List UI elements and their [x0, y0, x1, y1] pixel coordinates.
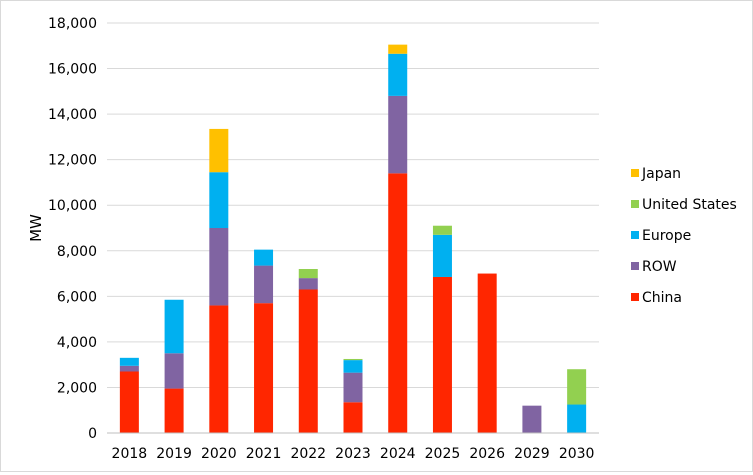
y-tick-label: 2,000 — [57, 380, 97, 396]
bar-segment-china — [388, 173, 408, 434]
bar-segment-europe — [209, 172, 229, 228]
bar-segment-europe — [343, 360, 363, 373]
gridlines — [107, 22, 599, 388]
x-tick-label: 2025 — [425, 446, 461, 462]
bar-segment-china — [298, 289, 318, 433]
bar-segment-row — [298, 278, 318, 290]
bar-segment-china — [164, 388, 184, 433]
bar-segment-row — [343, 372, 363, 403]
legend-label-china: China — [642, 290, 682, 306]
legend-label-united-states: United States — [642, 197, 737, 213]
bar-segment-row — [388, 95, 408, 174]
bar-segment-united-states — [343, 358, 363, 361]
x-tick-label: 2020 — [201, 446, 237, 462]
bar-segment-europe — [119, 357, 139, 366]
y-tick-label: 4,000 — [57, 335, 97, 351]
x-tick-label: 2022 — [290, 446, 326, 462]
legend-swatch-europe — [631, 231, 639, 239]
y-tick-label: 10,000 — [48, 198, 97, 214]
bar-segment-row — [254, 265, 274, 304]
y-axis-label: MW — [27, 214, 45, 242]
bar-segment-united-states — [432, 225, 452, 235]
legend-label-europe: Europe — [642, 228, 691, 244]
bar-segment-europe — [388, 53, 408, 96]
legend-swatch-united-states — [631, 200, 639, 208]
bar-segment-europe — [254, 249, 274, 266]
x-tick-label: 2023 — [335, 446, 371, 462]
bar-segment-china — [209, 305, 229, 433]
x-tick-label: 2019 — [156, 446, 192, 462]
legend-label-japan: Japan — [641, 166, 681, 182]
bar-segment-europe — [164, 299, 184, 354]
bars — [119, 44, 587, 434]
bar-segment-china — [477, 273, 497, 433]
y-tick-label: 14,000 — [48, 107, 97, 123]
bar-segment-japan — [388, 44, 408, 54]
bar-segment-china — [343, 402, 363, 433]
bar-segment-japan — [209, 128, 229, 173]
bar-segment-china — [119, 371, 139, 433]
x-tick-label: 2030 — [559, 446, 595, 462]
x-tick-label: 2024 — [380, 446, 416, 462]
legend-swatch-row — [631, 262, 639, 270]
bar-segment-united-states — [567, 369, 587, 405]
y-tick-label: 16,000 — [48, 62, 97, 78]
legend-label-row: ROW — [642, 259, 677, 275]
y-tick-label: 8,000 — [57, 244, 97, 260]
y-tick-label: 18,000 — [48, 16, 97, 32]
y-tick-label: 12,000 — [48, 153, 97, 169]
bar-segment-row — [164, 353, 184, 389]
y-tick-label: 6,000 — [57, 289, 97, 305]
x-tick-label: 2018 — [112, 446, 148, 462]
x-axis-ticks: 2018 2019 2020 2021 2022 2023 2024 2025 2026 2029… — [112, 446, 595, 462]
legend-swatch-china — [631, 293, 639, 301]
legend-swatch-japan — [631, 169, 639, 177]
y-axis-ticks: 0 2,000 4,000 6,000 8,000 10,000 12,000 14,000 1… — [48, 16, 97, 442]
x-tick-label: 2021 — [246, 446, 282, 462]
bar-segment-china — [432, 276, 452, 433]
x-tick-label: 2029 — [514, 446, 550, 462]
bar-segment-row — [209, 228, 229, 306]
y-tick-label: 0 — [88, 426, 97, 442]
x-tick-label: 2026 — [469, 446, 505, 462]
bar-segment-united-states — [298, 269, 318, 279]
legend: Japan United States Europe ROW China — [631, 166, 737, 306]
bar-segment-row — [522, 405, 542, 433]
bar-segment-china — [254, 303, 274, 433]
bar-segment-europe — [432, 234, 452, 277]
bar-segment-europe — [567, 404, 587, 433]
bar-segment-row — [119, 365, 139, 372]
